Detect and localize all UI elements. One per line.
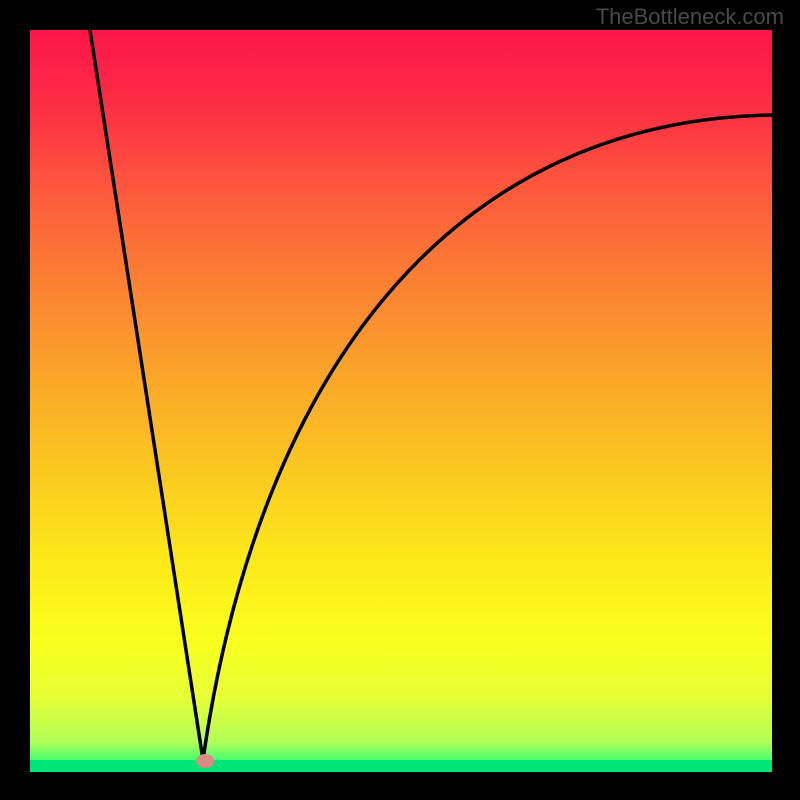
chart-stage: TheBottleneck.com <box>0 0 800 800</box>
plot-bottom-green-band <box>30 760 772 772</box>
plot-gradient-background <box>30 30 772 772</box>
watermark-text: TheBottleneck.com <box>596 4 784 30</box>
